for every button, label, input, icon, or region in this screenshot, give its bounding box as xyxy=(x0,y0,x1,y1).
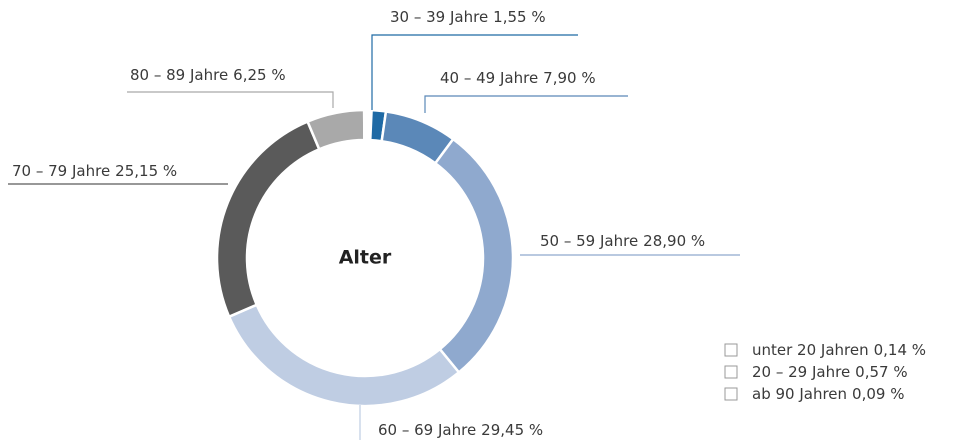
slice-label: 60 – 69 Jahre 29,45 % xyxy=(378,421,543,439)
donut-slice xyxy=(433,137,515,375)
label-category: ab 90 Jahren xyxy=(752,385,847,403)
center-title: Alter xyxy=(339,247,392,269)
label-value: 29,45 % xyxy=(481,421,543,439)
slice-label: 40 – 49 Jahre 7,90 % xyxy=(440,69,596,87)
callout-line xyxy=(371,34,578,110)
label-category: 40 – 49 Jahre xyxy=(440,69,538,87)
callout-line xyxy=(424,95,628,113)
label-category: 50 – 59 Jahre xyxy=(540,232,638,250)
label-value: 28,90 % xyxy=(643,232,705,250)
legend-swatch xyxy=(724,343,738,357)
label-value: 0,09 % xyxy=(852,385,904,403)
donut-slice xyxy=(215,119,321,319)
donut-slice xyxy=(227,303,461,408)
label-category: 20 – 29 Jahre xyxy=(752,363,850,381)
slice-label: 70 – 79 Jahre 25,15 % xyxy=(12,162,177,180)
slice-label: 80 – 89 Jahre 6,25 % xyxy=(130,66,286,84)
label-value: 7,90 % xyxy=(543,69,595,87)
callout-line xyxy=(127,91,334,108)
label-category: 60 – 69 Jahre xyxy=(378,421,476,439)
label-value: 0,57 % xyxy=(855,363,907,381)
donut-slice xyxy=(362,108,367,142)
legend-swatch xyxy=(724,365,738,379)
label-value: 25,15 % xyxy=(115,162,177,180)
slice-label: 20 – 29 Jahre 0,57 % xyxy=(752,363,908,381)
slice-label: ab 90 Jahren 0,09 % xyxy=(752,385,904,403)
label-category: 30 – 39 Jahre xyxy=(390,8,488,26)
label-value: 1,55 % xyxy=(493,8,545,26)
label-category: 70 – 79 Jahre xyxy=(12,162,110,180)
label-category: unter 20 Jahren xyxy=(752,341,869,359)
label-value: 0,14 % xyxy=(874,341,926,359)
slice-label: 50 – 59 Jahre 28,90 % xyxy=(540,232,705,250)
label-value: 6,25 % xyxy=(233,66,285,84)
slice-label: unter 20 Jahren 0,14 % xyxy=(752,341,926,359)
legend-swatch xyxy=(724,387,738,401)
donut-slice xyxy=(305,108,366,151)
slice-label: 30 – 39 Jahre 1,55 % xyxy=(390,8,546,26)
label-category: 80 – 89 Jahre xyxy=(130,66,228,84)
